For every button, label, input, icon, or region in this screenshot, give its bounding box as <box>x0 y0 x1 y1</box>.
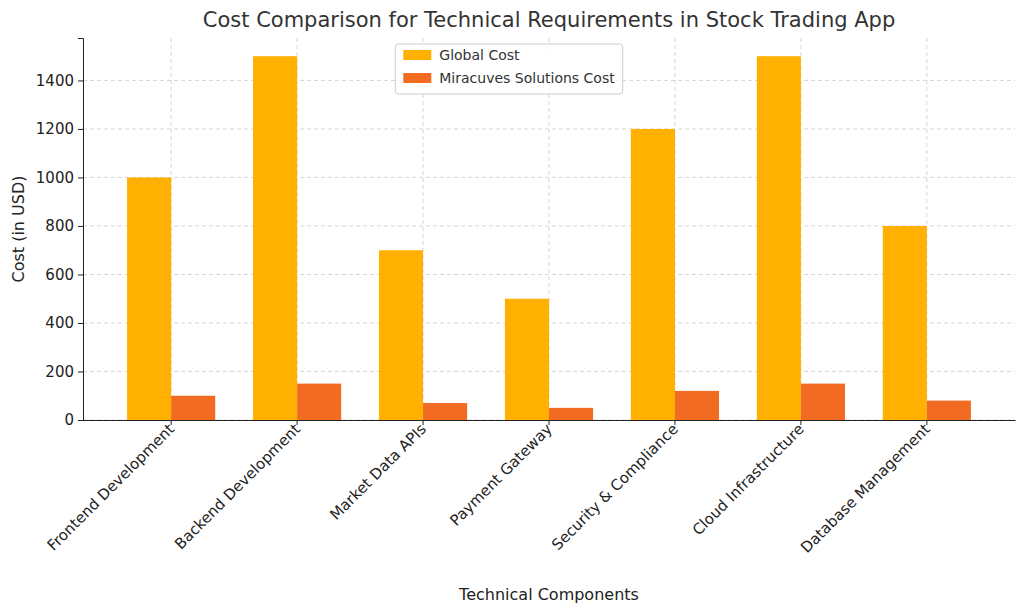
bar <box>127 177 171 420</box>
x-tick-mark <box>926 420 927 425</box>
x-tick-label: Security & Compliance <box>548 420 682 554</box>
y-tick-mark <box>78 177 83 178</box>
x-tick-mark <box>800 420 801 425</box>
bar <box>505 299 549 420</box>
x-tick-label: Market Data APIs <box>326 420 430 524</box>
x-tick-mark <box>674 420 675 425</box>
y-tick-label: 600 <box>45 266 74 284</box>
bar <box>379 250 423 420</box>
y-tick-mark <box>78 274 83 275</box>
x-tick-mark <box>549 420 550 425</box>
x-tick-label: Cloud Infrastructure <box>689 420 808 539</box>
y-tick: 1400 <box>36 72 83 90</box>
y-tick-label: 1000 <box>36 169 74 187</box>
bar <box>297 384 341 420</box>
legend-label: Miracuves Solutions Cost <box>439 70 615 86</box>
y-grid-line <box>83 177 1015 178</box>
plot-area: 0 200 400 600 800 1000 1200 1400 Frontend Develo… <box>36 38 1016 557</box>
y-tick-mark <box>78 323 83 324</box>
bar <box>549 408 593 420</box>
y-tick-mark <box>78 80 83 81</box>
y-tick-label: 1200 <box>36 120 74 138</box>
y-tick: 400 <box>45 314 83 332</box>
y-axis-line <box>78 39 84 421</box>
x-tick: Payment Gateway <box>446 420 555 529</box>
bar <box>253 56 297 420</box>
y-tick-label: 0 <box>64 411 74 429</box>
x-tick: Backend Development <box>171 420 304 553</box>
x-tick: Cloud Infrastructure <box>689 420 808 539</box>
bar <box>883 226 927 420</box>
x-tick-mark <box>171 420 172 425</box>
x-tick-label: Database Management <box>797 420 934 557</box>
y-grid-line <box>83 274 1015 275</box>
y-tick: 1000 <box>36 169 83 187</box>
x-tick: Market Data APIs <box>326 420 430 524</box>
y-tick-label: 200 <box>45 363 74 381</box>
y-axis: 0 200 400 600 800 1000 1200 1400 <box>36 39 84 430</box>
y-tick-mark <box>78 226 83 227</box>
y-tick: 800 <box>45 217 83 235</box>
y-tick: 1200 <box>36 120 83 138</box>
x-tick: Security & Compliance <box>548 420 682 554</box>
x-axis-title: Technical Components <box>458 585 639 604</box>
bars <box>127 56 971 420</box>
x-tick-mark <box>297 420 298 425</box>
bar <box>927 401 971 420</box>
bar <box>675 391 719 420</box>
y-tick: 600 <box>45 266 83 284</box>
y-tick-mark <box>78 371 83 372</box>
legend: Global Cost Miracuves Solutions Cost <box>395 44 622 94</box>
legend-label: Global Cost <box>439 47 520 63</box>
y-grid-line <box>83 225 1015 226</box>
x-tick: Database Management <box>797 420 934 557</box>
bar <box>423 403 467 420</box>
x-tick-label: Backend Development <box>171 420 304 553</box>
y-tick-mark <box>78 420 83 421</box>
y-tick: 0 <box>64 411 83 429</box>
chart: 0 200 400 600 800 1000 1200 1400 Frontend Develo… <box>0 0 1024 614</box>
bar <box>801 384 845 420</box>
x-tick-label: Frontend Development <box>44 420 178 554</box>
grid <box>83 38 1015 420</box>
bar <box>757 56 801 420</box>
x-tick-mark <box>423 420 424 425</box>
y-tick-label: 400 <box>45 314 74 332</box>
title: Cost Comparison for Technical Requiremen… <box>203 8 895 32</box>
bar <box>171 396 215 420</box>
x-tick-label: Payment Gateway <box>446 420 555 529</box>
legend-swatch <box>403 50 431 60</box>
x-tick: Frontend Development <box>44 420 178 554</box>
x-axis: Frontend DevelopmentBackend DevelopmentM… <box>44 420 1016 557</box>
legend-swatch <box>403 73 431 83</box>
y-tick-label: 800 <box>45 217 74 235</box>
y-tick-label: 1400 <box>36 72 74 90</box>
y-axis-title: Cost (in USD) <box>9 176 28 283</box>
bar <box>631 129 675 420</box>
legend-box <box>395 44 622 94</box>
y-tick-mark <box>78 129 83 130</box>
y-tick: 200 <box>45 363 83 381</box>
